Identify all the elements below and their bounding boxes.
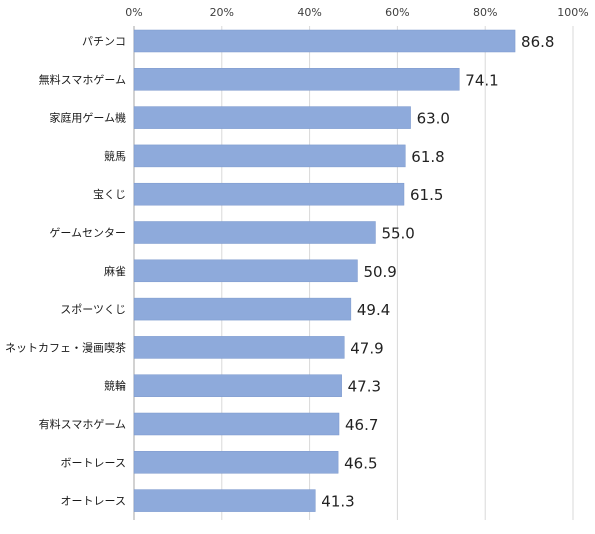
bar (133, 221, 376, 244)
bar (133, 106, 411, 129)
bar (133, 374, 342, 397)
data-label: 86.8 (521, 33, 554, 51)
x-tick-label: 80% (473, 6, 497, 19)
bar (133, 451, 339, 474)
bar (133, 489, 316, 512)
data-label: 46.5 (344, 454, 377, 472)
bar (133, 336, 345, 359)
data-label: 47.9 (350, 339, 383, 357)
category-label: ネットカフェ・漫画喫茶 (5, 340, 126, 354)
bar (133, 259, 358, 283)
data-label: 46.7 (345, 416, 378, 434)
x-tick-label: 100% (557, 6, 588, 19)
data-label: 49.4 (357, 301, 390, 319)
data-label: 55.0 (381, 225, 414, 243)
category-label: 競馬 (104, 149, 126, 163)
category-label: ボートレース (61, 456, 126, 469)
bar (133, 297, 352, 321)
category-label: 麻雀 (104, 264, 126, 278)
bar (133, 29, 516, 53)
x-tick-label: 20% (210, 6, 234, 19)
category-label: 宝くじ (93, 187, 126, 201)
bar (133, 182, 405, 206)
data-label: 74.1 (465, 71, 498, 89)
category-label: パチンコ (82, 35, 126, 48)
data-label: 41.3 (321, 493, 354, 511)
data-label: 61.8 (411, 148, 444, 166)
bar (133, 68, 460, 91)
category-label: 有料スマホゲーム (39, 417, 126, 431)
data-label: 63.0 (417, 110, 450, 128)
bar (133, 412, 340, 436)
category-label: 競輪 (104, 379, 126, 393)
category-label: ゲームセンター (49, 227, 126, 240)
data-label: 50.9 (363, 263, 396, 281)
bar (133, 144, 406, 168)
category-label: オートレース (61, 495, 126, 508)
category-label: スポーツくじ (60, 303, 126, 316)
category-label: 無料スマホゲーム (39, 72, 126, 86)
x-tick-label: 0% (125, 6, 142, 19)
x-tick-label: 60% (385, 6, 409, 19)
category-label: 家庭用ゲーム機 (49, 111, 126, 125)
data-label: 61.5 (410, 186, 443, 204)
x-tick-label: 40% (297, 6, 321, 19)
data-label: 47.3 (348, 378, 381, 396)
